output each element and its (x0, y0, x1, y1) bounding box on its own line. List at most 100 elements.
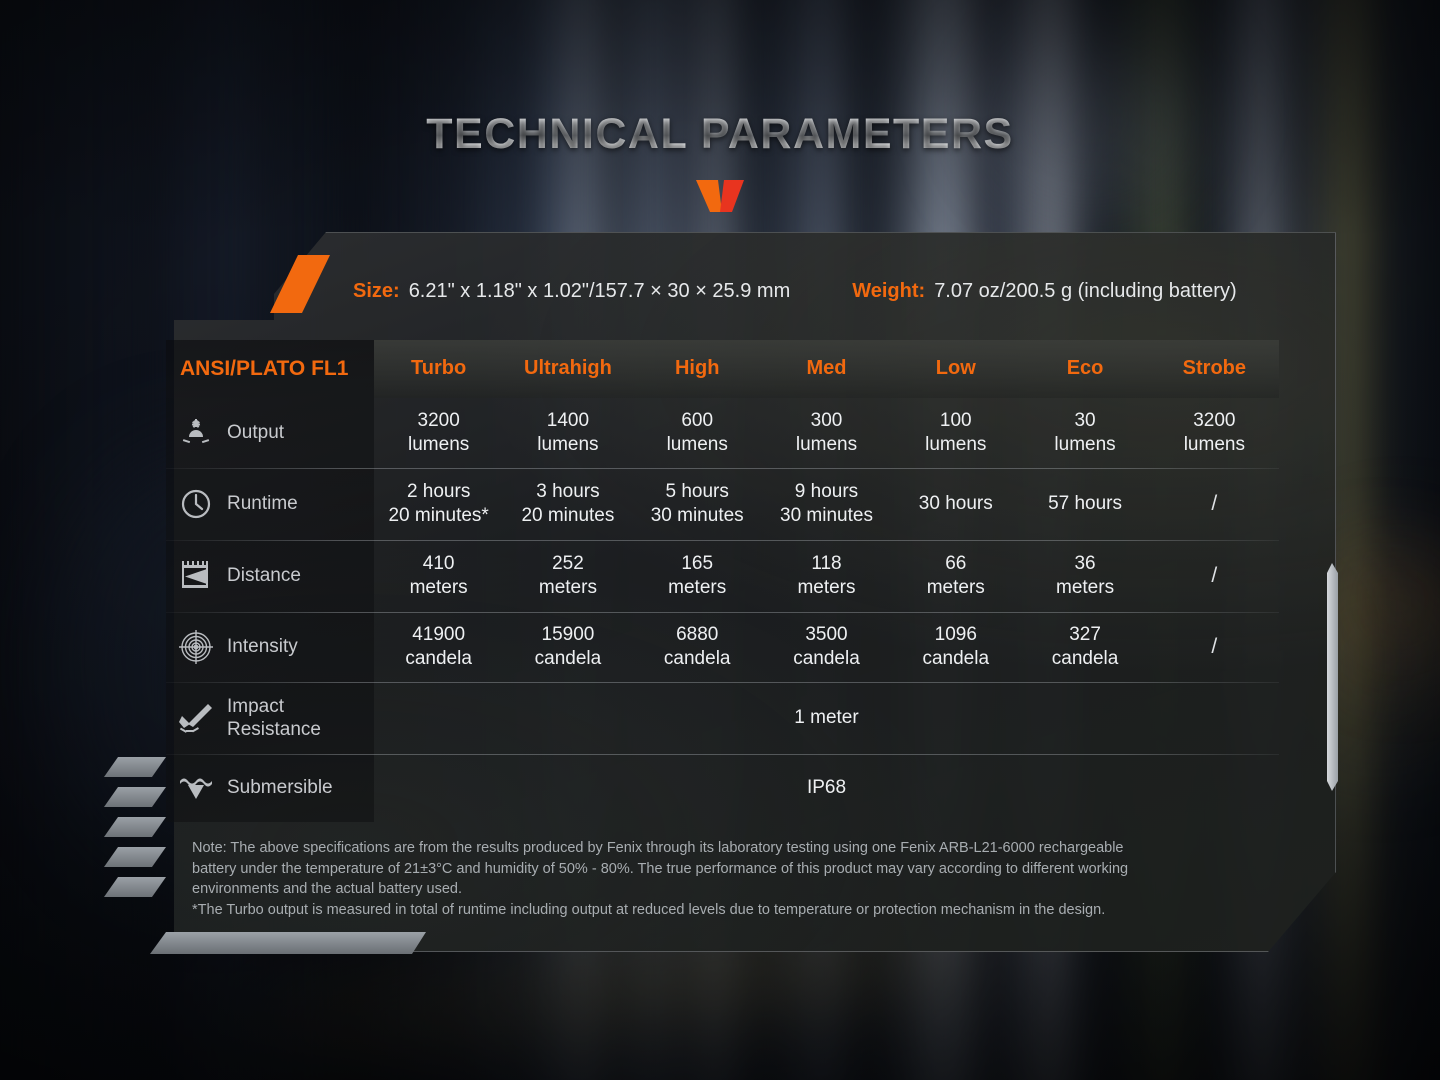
unit: candela (405, 648, 472, 669)
value: 15900 (541, 624, 595, 646)
cell-distance-high: 165 meters (633, 540, 762, 612)
row-label-intensity: Intensity (166, 612, 374, 682)
row-label-distance: Distance (166, 540, 374, 612)
table-header-row: ANSI/PLATO FL1 Turbo Ultrahigh High Med … (166, 340, 1279, 398)
size-weight-row: Size: 6.21" x 1.18" x 1.02"/157.7 × 30 ×… (108, 262, 1336, 320)
spec-table: ANSI/PLATO FL1 Turbo Ultrahigh High Med … (166, 340, 1279, 822)
value: 1400 (546, 410, 590, 432)
row-label-runtime: Runtime (166, 468, 374, 540)
value: 36 (1074, 553, 1096, 575)
weight-value: 7.07 oz/200.5 g (including battery) (934, 279, 1237, 302)
cell-output-low: 100 lumens (891, 398, 1020, 468)
value: 100 (939, 410, 972, 432)
row-label-text: Submersible (227, 777, 333, 798)
cell-output-high: 600 lumens (633, 398, 762, 468)
cell-distance-ultrahigh: 252 meters (503, 540, 632, 612)
cell-distance-med: 118 meters (762, 540, 891, 612)
cell-intensity-eco: 327 candela (1020, 612, 1149, 682)
unit: lumens (1054, 434, 1116, 455)
table-row-intensity: Intensity 41900 candela 15900 candela 6880… (166, 612, 1279, 682)
value: 3200 (417, 410, 460, 432)
value: 9 hours (794, 481, 859, 503)
unit: meters (797, 577, 856, 598)
clock-icon (176, 484, 216, 524)
hammer-impact-icon (176, 698, 216, 738)
cell-intensity-ultrahigh: 15900 candela (503, 612, 632, 682)
footnote-line-4: *The Turbo output is measured in total o… (192, 902, 1106, 919)
cell-output-strobe: 3200 lumens (1150, 398, 1279, 468)
value: 30 hours (918, 493, 993, 515)
row-label-text: Impact Resistance (227, 695, 321, 741)
unit: candela (663, 648, 731, 669)
unit: 30 minutes (780, 505, 873, 526)
unit: candela (1051, 648, 1119, 669)
unit: meters (1056, 577, 1115, 598)
cell-output-ultrahigh: 1400 lumens (503, 398, 632, 468)
size-value: 6.21" x 1.18" x 1.02"/157.7 × 30 × 25.9 … (408, 279, 791, 302)
row-label-output: Output (166, 398, 374, 468)
unit: meters (409, 577, 468, 598)
cell-distance-turbo: 410 meters (374, 540, 503, 612)
cell-intensity-turbo: 41900 candela (374, 612, 503, 682)
cell-runtime-med: 9 hours 30 minutes (762, 468, 891, 540)
unit: lumens (1183, 434, 1245, 455)
column-header-turbo: Turbo (374, 340, 504, 398)
value: 57 hours (1048, 493, 1123, 515)
table-corner-header: ANSI/PLATO FL1 (166, 340, 374, 398)
value: 410 (422, 553, 455, 575)
value: 3500 (805, 624, 848, 646)
table-row-submersible: Submersible IP68 (166, 754, 1279, 822)
label-line-2: Resistance (227, 719, 321, 740)
unit: 20 minutes (521, 505, 615, 526)
water-drop-waves-icon (176, 768, 216, 808)
row-label-text: Distance (227, 565, 301, 586)
value: 30 (1074, 410, 1096, 432)
footnote: Note: The above specifications are from … (192, 838, 1278, 921)
unit: lumens (795, 434, 858, 455)
cell-distance-low: 66 meters (891, 540, 1020, 612)
value: 300 (810, 410, 843, 432)
page-title: TECHNICAL PARAMETERS (0, 110, 1440, 159)
diagonal-stripes-decoration (104, 757, 166, 927)
column-header-low: Low (891, 340, 1021, 398)
right-bar-decoration (1327, 563, 1338, 791)
cell-intensity-high: 6880 candela (633, 612, 762, 682)
unit: candela (534, 648, 602, 669)
chevron-down-icon (0, 178, 1440, 218)
value: 327 (1069, 624, 1101, 646)
unit: meters (926, 577, 985, 598)
unit: 30 minutes (650, 505, 744, 526)
weight-label: Weight: (852, 279, 926, 302)
table-row-impact-resistance: Impact Resistance 1 meter (166, 682, 1279, 754)
cell-output-eco: 30 lumens (1020, 398, 1149, 468)
unit: lumens (408, 434, 470, 455)
value: 165 (681, 553, 714, 575)
cell-intensity-med: 3500 candela (762, 612, 891, 682)
row-label-text: Runtime (227, 493, 298, 514)
unit: candela (922, 648, 990, 669)
unit: candela (793, 648, 860, 669)
cell-distance-eco: 36 meters (1020, 540, 1149, 612)
cell-impact-resistance-value: 1 meter (794, 707, 859, 729)
cell-runtime-strobe: / (1211, 491, 1218, 515)
value: 3 hours (536, 481, 600, 503)
footnote-line-3: environments and the actual battery used… (192, 881, 463, 898)
row-label-impact-resistance: Impact Resistance (166, 682, 374, 754)
cell-intensity-strobe: / (1211, 634, 1218, 658)
unit: meters (538, 577, 597, 598)
row-label-text: Output (227, 422, 285, 443)
value: 252 (552, 553, 584, 575)
beam-distance-icon (176, 556, 216, 596)
cell-runtime-low: 30 hours (891, 468, 1020, 540)
column-header-strobe: Strobe (1149, 340, 1279, 398)
target-crosshair-icon (176, 627, 216, 667)
cell-submersible-value: IP68 (806, 777, 847, 799)
sunburst-icon (176, 413, 216, 453)
bottom-bar-decoration (150, 932, 426, 954)
row-label-text: Intensity (227, 636, 298, 657)
table-row-runtime: Runtime 2 hours 20 minutes* 3 hours 20 min… (166, 468, 1279, 540)
cell-output-med: 300 lumens (762, 398, 891, 468)
unit: 20 minutes* (388, 505, 489, 526)
column-header-high: High (632, 340, 762, 398)
cell-runtime-eco: 57 hours (1020, 468, 1149, 540)
